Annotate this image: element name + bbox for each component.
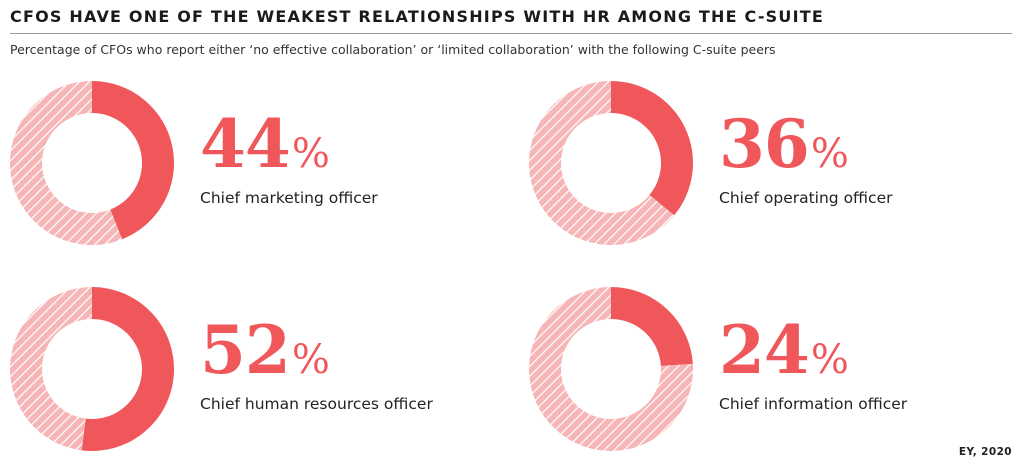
value-number: 52 <box>200 311 291 389</box>
title-divider <box>10 33 1012 34</box>
donut-chart-cmo <box>10 81 174 245</box>
percent-sign: % <box>291 131 330 177</box>
category-label: Chief human resources officer <box>200 395 433 413</box>
source-note: EY, 2020 <box>958 446 1012 458</box>
percent-sign: % <box>291 337 330 383</box>
category-label: Chief operating officer <box>719 189 893 207</box>
percentage-value: 44% <box>200 111 330 187</box>
donut-panel-cmo: 44% Chief marketing officer <box>10 81 490 261</box>
donut-chart-chro <box>10 287 174 451</box>
value-number: 36 <box>719 105 810 183</box>
remainder-segment <box>10 287 92 451</box>
percent-sign: % <box>810 131 849 177</box>
value-segment <box>92 81 174 240</box>
remainder-segment <box>529 287 693 451</box>
value-segment <box>611 287 693 366</box>
value-number: 44 <box>200 105 291 183</box>
percentage-value: 36% <box>719 111 849 187</box>
category-label: Chief marketing officer <box>200 189 378 207</box>
value-segment <box>611 81 693 216</box>
remainder-segment <box>529 81 675 245</box>
value-segment <box>81 287 174 451</box>
chart-subtitle: Percentage of CFOs who report either ‘no… <box>10 42 776 57</box>
category-label: Chief information officer <box>719 395 908 413</box>
chart-title: CFOS HAVE ONE OF THE WEAKEST RELATIONSHI… <box>10 7 824 26</box>
percentage-value: 52% <box>200 317 330 393</box>
remainder-segment <box>10 81 123 245</box>
donut-panel-coo: 36% Chief operating officer <box>529 81 1009 261</box>
donut-chart-coo <box>529 81 693 245</box>
value-number: 24 <box>719 311 810 389</box>
donut-panel-cio: 24% Chief information officer <box>529 287 1009 467</box>
donut-chart-cio <box>529 287 693 451</box>
percent-sign: % <box>810 337 849 383</box>
percentage-value: 24% <box>719 317 849 393</box>
donut-panel-chro: 52% Chief human resources officer <box>10 287 490 467</box>
